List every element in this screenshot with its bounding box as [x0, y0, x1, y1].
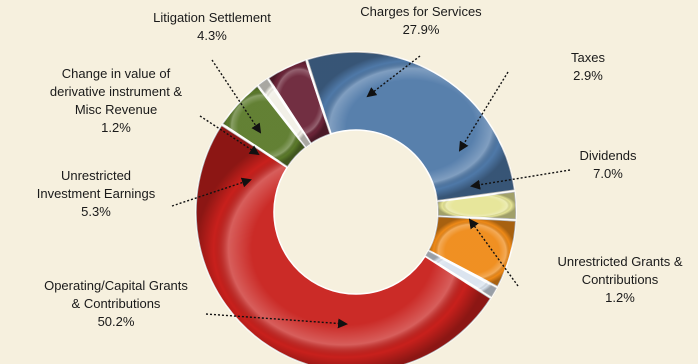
value-label: 1.2%	[605, 290, 635, 305]
value-label: 1.2%	[101, 120, 131, 135]
leader-line	[171, 177, 252, 207]
category-label: Investment Earnings	[37, 186, 156, 201]
slice-shading	[258, 79, 311, 147]
category-label: Dividends	[579, 148, 637, 163]
category-label: Litigation Settlement	[153, 10, 271, 25]
label-change-in-value-of-derivative-instrument-misc-revenue: Change in value of derivative instrument …	[50, 66, 183, 135]
value-label: 5.3%	[81, 204, 111, 219]
category-label: derivative instrument &	[50, 84, 183, 99]
leader-line	[366, 55, 421, 98]
slice-shading	[222, 86, 306, 167]
label-operating-capital-grants-contributions: Operating/Capital Grants & Contributions 5…	[44, 278, 188, 329]
value-label: 7.0%	[593, 166, 623, 181]
leader-line	[458, 71, 509, 152]
label-unrestricted-investment-earnings: Unrestricted Investment Earnings 5.3%	[37, 168, 156, 219]
category-label: Unrestricted Grants &	[558, 254, 683, 269]
value-label: 2.9%	[573, 68, 603, 83]
slice-shading	[195, 125, 491, 364]
category-label: Unrestricted	[61, 168, 131, 183]
leader-line	[470, 169, 571, 190]
slice-shading	[437, 191, 516, 220]
leader-line	[211, 59, 262, 134]
slice-shading	[268, 60, 331, 144]
slice-shading	[428, 216, 516, 287]
leader-line	[205, 313, 348, 329]
slice-labels: Charges for Services 27.9% Taxes 2.9% Divide…	[37, 4, 683, 329]
category-label: Operating/Capital Grants	[44, 278, 188, 293]
value-label: 50.2%	[98, 314, 135, 329]
category-label: Misc Revenue	[75, 102, 157, 117]
leader-line	[199, 115, 260, 156]
value-label: 27.9%	[403, 22, 440, 37]
value-label: 4.3%	[197, 28, 227, 43]
category-label: Change in value of	[62, 66, 171, 81]
label-dividends: Dividends 7.0%	[579, 148, 637, 181]
leader-lines	[171, 55, 571, 329]
label-taxes: Taxes 2.9%	[571, 50, 605, 83]
donut-slices	[195, 51, 517, 364]
category-label: Charges for Services	[360, 4, 482, 19]
slice-shading	[425, 250, 497, 298]
label-litigation-settlement: Litigation Settlement 4.3%	[153, 10, 271, 43]
category-label: & Contributions	[72, 296, 161, 311]
label-unrestricted-grants-contributions: Unrestricted Grants & Contributions 1.2%	[558, 254, 683, 305]
category-label: Contributions	[582, 272, 659, 287]
category-label: Taxes	[571, 50, 605, 65]
leader-line	[468, 218, 519, 287]
slice-shading	[307, 52, 515, 201]
label-charges-for-services: Charges for Services 27.9%	[360, 4, 482, 37]
